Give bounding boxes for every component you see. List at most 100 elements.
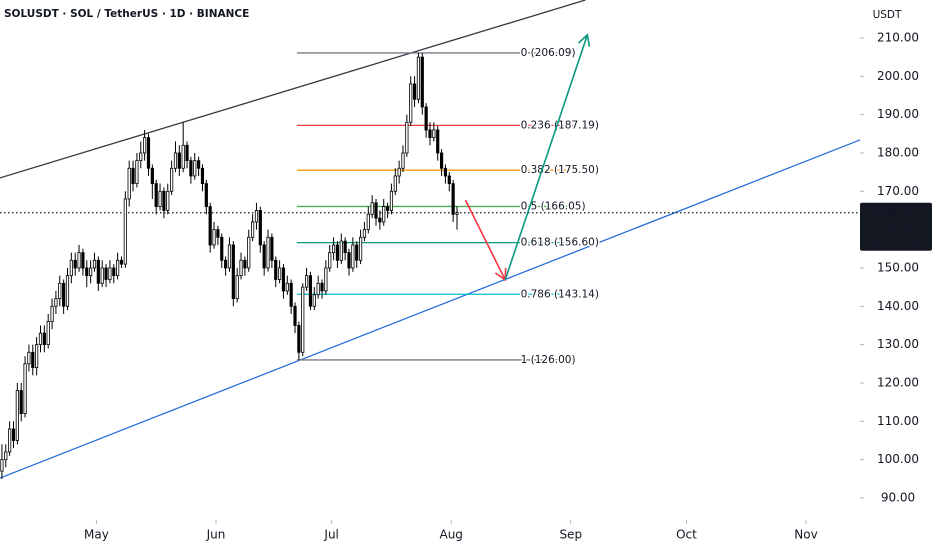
y-axis-label: USDT (873, 9, 902, 21)
candle-body (278, 267, 282, 280)
price-tag-change: +36.63% (868, 219, 924, 233)
candle-body (328, 252, 332, 269)
candle-body (216, 229, 220, 238)
candle-body (351, 244, 355, 269)
candle-body (116, 259, 120, 277)
candle-body (4, 451, 8, 461)
candle-body (200, 167, 205, 185)
price-tag-value: 164.41 (875, 205, 917, 219)
candle-body (385, 206, 390, 211)
candle-body (85, 267, 89, 277)
candle-body (69, 259, 73, 277)
candle-body (439, 152, 444, 169)
candle-body (42, 332, 46, 346)
candle-body (401, 152, 405, 169)
candle-body (335, 244, 340, 261)
candle-body (447, 175, 451, 185)
candle-body (424, 106, 428, 131)
fib-label: 0 (206.09) (521, 47, 576, 59)
chart-title: SOLUSDT · SOL / TetherUS · 1D · BINANCE (4, 8, 249, 20)
candle-body (308, 275, 313, 307)
candle-body (451, 183, 455, 215)
candle-body (212, 229, 216, 246)
fib-label: 0.382 (175.50) (521, 164, 599, 176)
candle-body (139, 152, 143, 162)
fib-label: 0.618 (156.60) (521, 237, 599, 249)
candle-body (35, 344, 39, 369)
candle-body (270, 236, 274, 261)
candle-body (355, 244, 359, 261)
y-tick-label: 110.00 (877, 414, 919, 428)
candle-body (262, 244, 266, 269)
x-tick-label: Sep (559, 528, 582, 542)
candle-body (158, 190, 162, 208)
fib-label: 1 (126.00) (521, 354, 576, 366)
candle-body (89, 267, 93, 277)
candle-body (131, 167, 135, 185)
candle-body (62, 282, 66, 307)
candle-body (251, 221, 255, 238)
candle-body (362, 229, 367, 238)
candle-body (15, 390, 19, 441)
candle-body (239, 259, 243, 277)
x-tick-label: May (84, 528, 109, 542)
candle-body (343, 240, 347, 254)
candle-body (339, 240, 343, 261)
candle-body (108, 267, 112, 280)
y-tick-label: 200.00 (877, 69, 919, 83)
candle-body (123, 198, 127, 265)
arrow (504, 34, 589, 281)
candle-body (331, 244, 336, 254)
candle-body (347, 252, 351, 269)
candle-body (416, 56, 421, 100)
candle-body (135, 160, 139, 185)
candle-body (193, 160, 197, 177)
candle-body (320, 282, 324, 292)
candle-body (324, 267, 328, 292)
candle-body (358, 236, 363, 261)
candle-body (301, 286, 305, 353)
price-tag-countdown: 16:02:46 (869, 234, 923, 248)
candle-body (420, 56, 424, 108)
candle-body (266, 236, 270, 269)
candle-body (432, 129, 436, 139)
candle-body (170, 167, 174, 192)
candle-body (455, 212, 459, 215)
candle-body (154, 183, 158, 208)
candle-body (405, 121, 409, 154)
candle-body (397, 167, 401, 177)
candle-body (297, 325, 301, 353)
candle-body (150, 167, 154, 185)
candle-body (197, 160, 201, 169)
arrow (464, 199, 506, 281)
candle-body (366, 213, 370, 231)
candle-body (247, 236, 251, 269)
candle-body (100, 267, 104, 284)
candle-body (316, 282, 320, 296)
candle-body (112, 267, 116, 277)
candle-body (104, 267, 108, 280)
candle-body (204, 183, 208, 208)
candle-body (409, 83, 413, 123)
candle-body (127, 167, 131, 200)
candle-body (65, 275, 70, 307)
x-tick-label: Jul (323, 528, 338, 542)
candle-body (370, 202, 374, 215)
candle-body (436, 129, 440, 154)
candle-body (235, 275, 239, 300)
candle-body (227, 244, 232, 269)
candle-body (243, 259, 247, 269)
candle-body (92, 259, 97, 269)
candle-body (181, 144, 185, 169)
candle-body (81, 252, 85, 269)
candle-body (224, 259, 228, 269)
candle-body (281, 267, 286, 292)
candle-body (304, 275, 309, 288)
candle-body (143, 137, 147, 154)
trendline (0, 0, 586, 179)
y-tick-label: 210.00 (877, 30, 919, 44)
candle-body (374, 202, 378, 219)
y-tick-label: 90.00 (881, 490, 915, 504)
fib-label: 0.5 (166.05) (521, 200, 586, 212)
